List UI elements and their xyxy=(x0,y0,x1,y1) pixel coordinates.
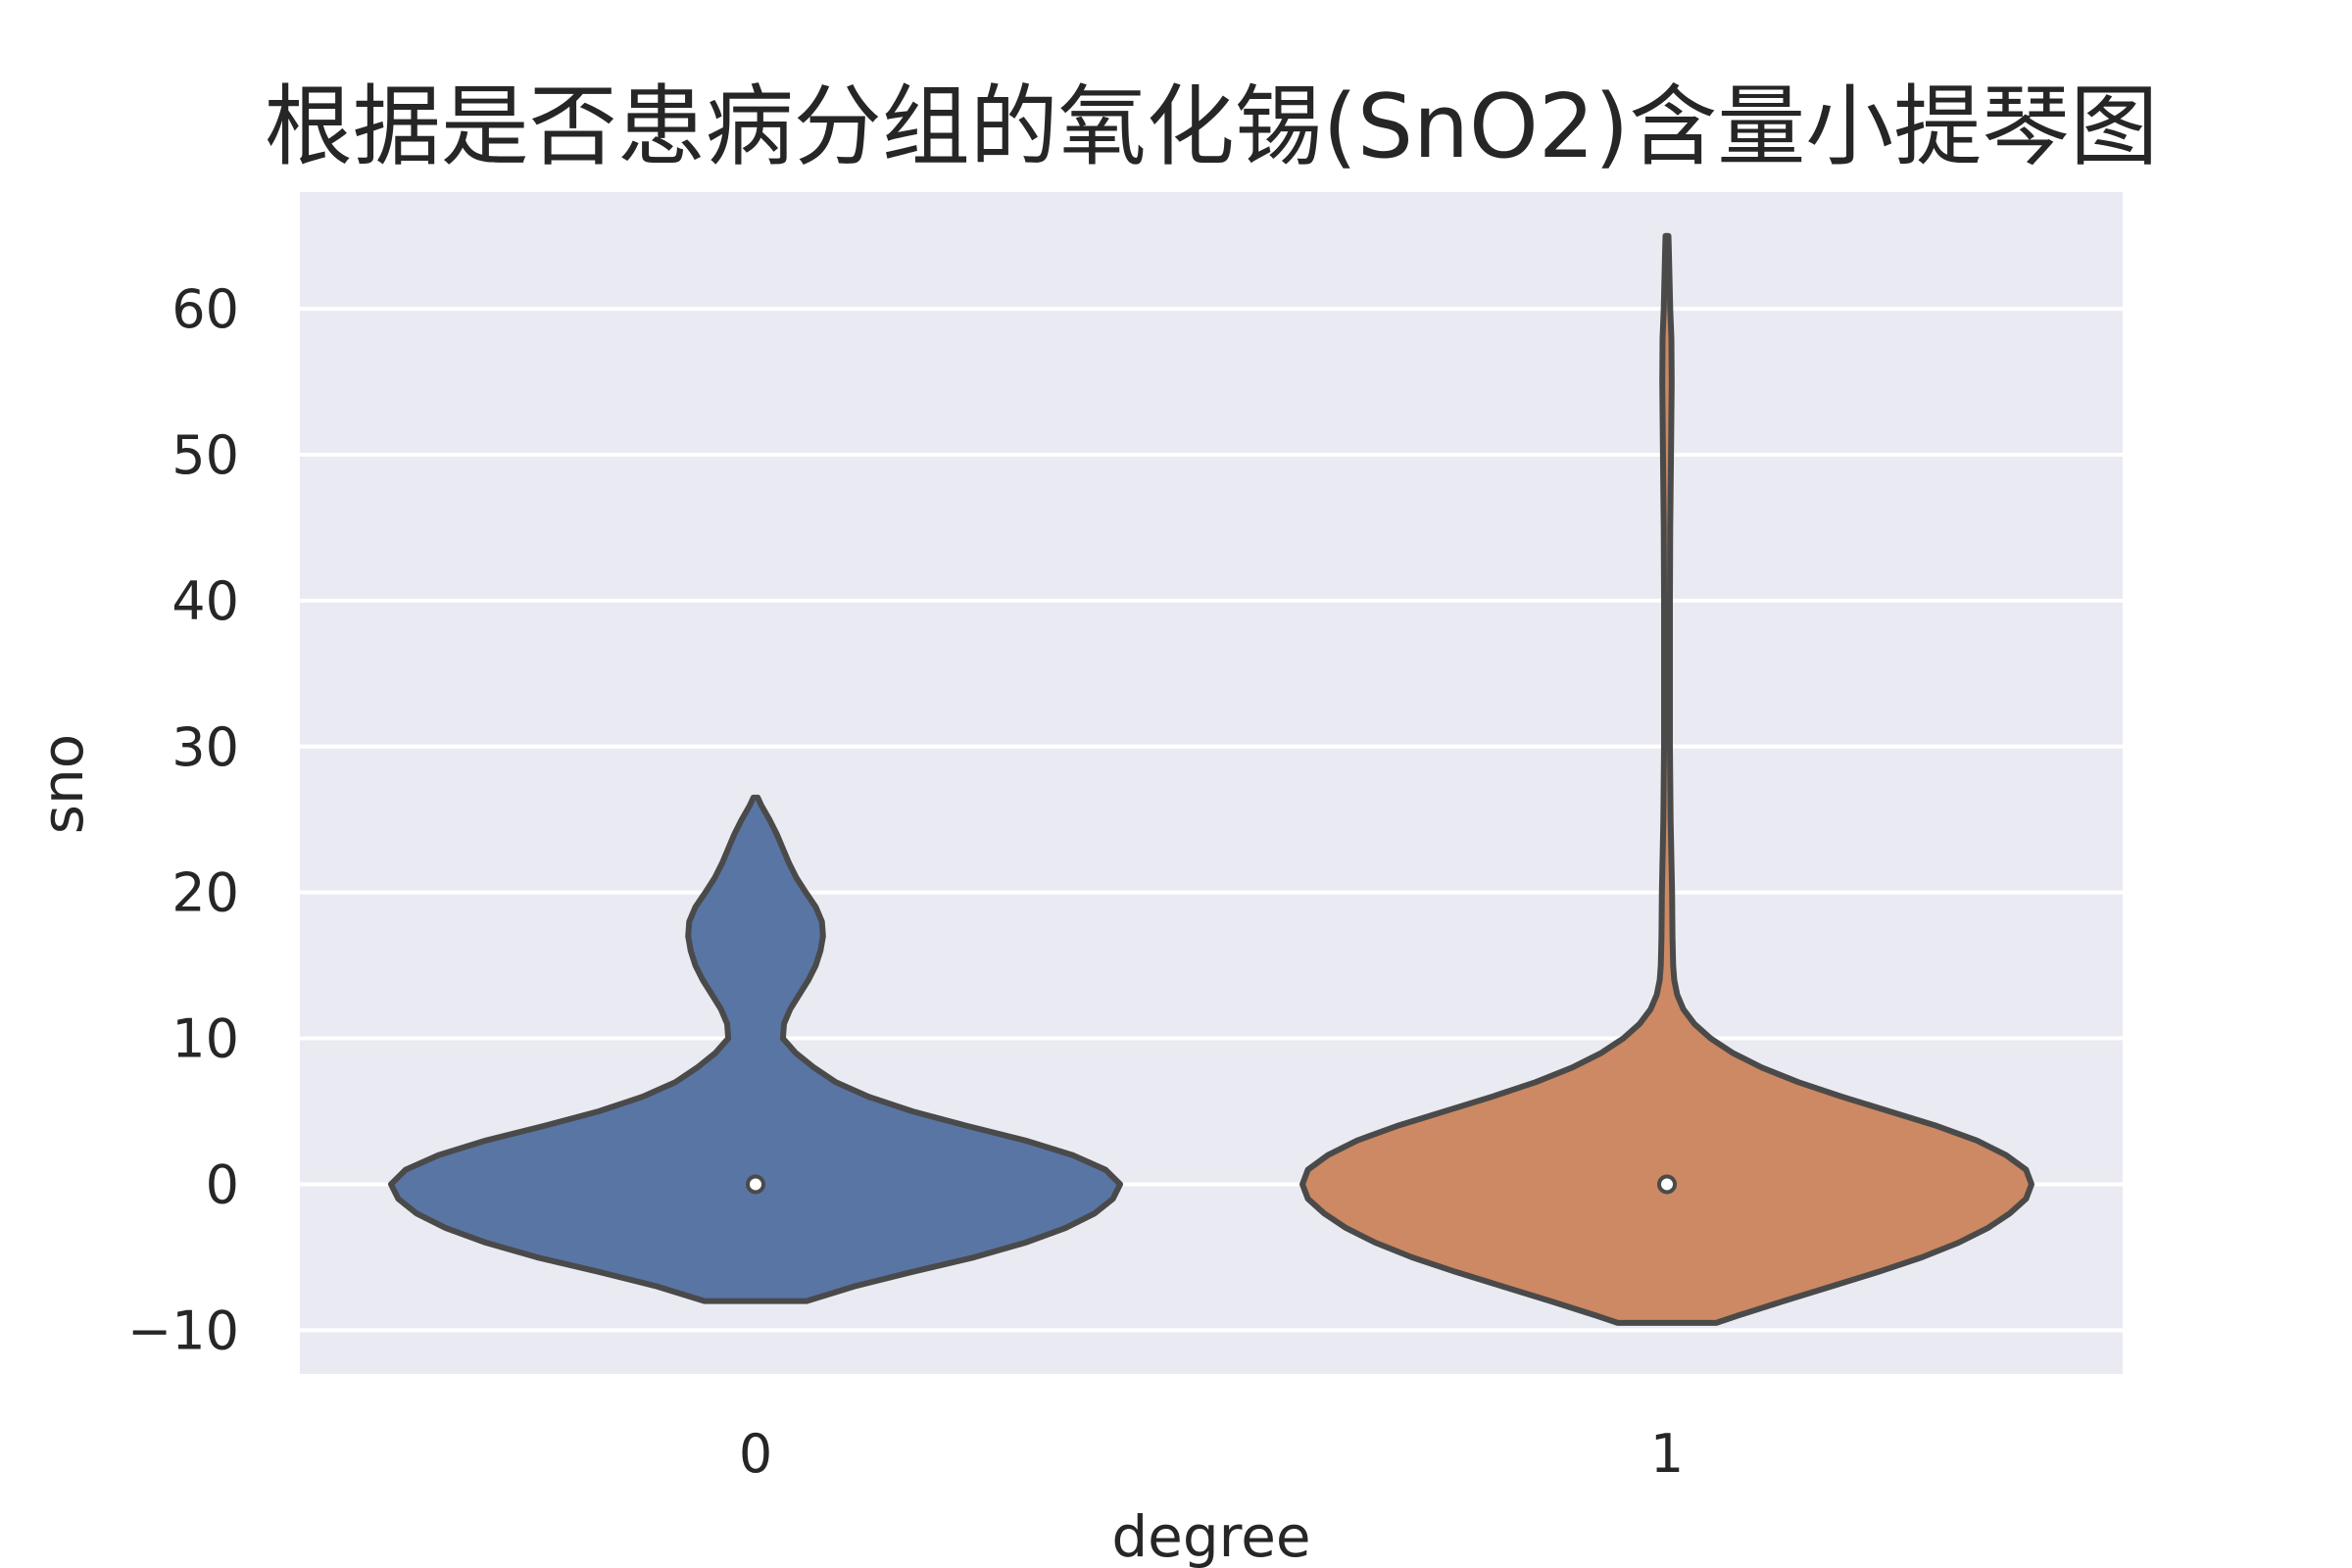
x-tick-label: 1 xyxy=(1650,1423,1684,1485)
violin-body-1 xyxy=(1299,232,2034,1326)
y-tick-label: 50 xyxy=(172,424,239,486)
violins xyxy=(388,232,2034,1326)
x-tick-label: 0 xyxy=(739,1423,772,1485)
y-tick-label: 40 xyxy=(172,570,239,632)
y-tick-label: 20 xyxy=(172,862,239,924)
y-tick-label: 60 xyxy=(172,278,239,340)
y-tick-labels: −10 0 10 20 30 40 50 60 xyxy=(127,278,239,1361)
grid-lines xyxy=(300,307,2123,1333)
y-tick-label: 30 xyxy=(172,716,239,778)
violin-body-0 xyxy=(388,794,1123,1304)
y-tick-label: 10 xyxy=(172,1008,239,1070)
y-tick-label: 0 xyxy=(206,1153,239,1215)
chart-title: 根据是否患病分组的氧化锡(SnO2)含量小提琴图 xyxy=(265,75,2159,178)
y-tick-label: −10 xyxy=(127,1299,239,1361)
median-marker-0 xyxy=(746,1174,765,1195)
median-marker-1 xyxy=(1657,1174,1677,1195)
y-axis-label: sno xyxy=(29,734,96,834)
x-axis-label: degree xyxy=(1111,1503,1310,1568)
